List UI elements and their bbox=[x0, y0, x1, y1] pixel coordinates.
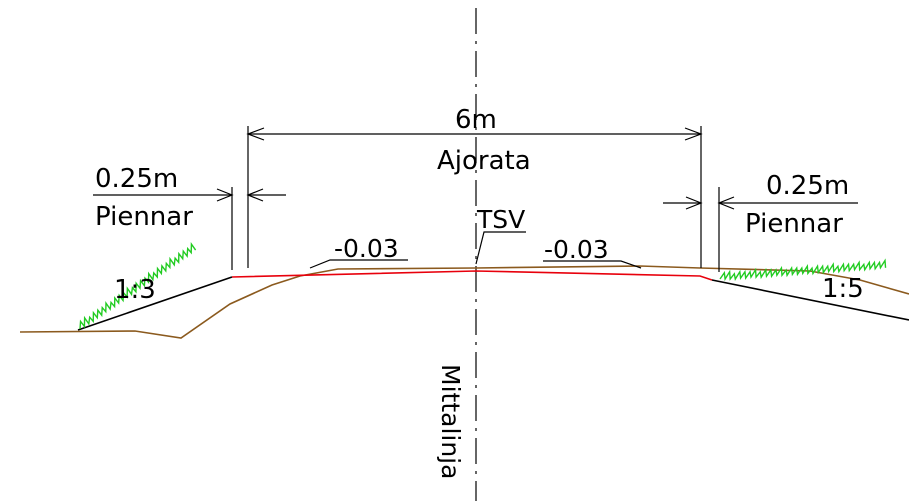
road-width-label: 6m bbox=[455, 105, 497, 135]
design-point-label: TSV bbox=[476, 205, 525, 234]
right-shoulder-arrow-b bbox=[717, 196, 735, 210]
road-width-arrow-right bbox=[684, 127, 703, 141]
left-slope-grade-leader bbox=[309, 259, 408, 269]
centerline-caption: Mittalinja bbox=[436, 364, 465, 479]
left-embankment-slope bbox=[77, 276, 233, 331]
left-grass-hatch bbox=[79, 241, 197, 330]
right-embankment-ratio-label: 1:5 bbox=[822, 274, 864, 304]
left-shoulder-arrow-b bbox=[246, 188, 264, 202]
left-shoulder-caption: Piennar bbox=[95, 202, 193, 232]
left-shoulder-width-label: 0.25m bbox=[95, 164, 178, 194]
right-embankment-slope bbox=[711, 279, 909, 321]
right-shoulder-width-label: 0.25m bbox=[766, 171, 849, 201]
road-width-arrow-left bbox=[246, 127, 265, 141]
right-shoulder-caption: Piennar bbox=[745, 209, 843, 239]
right-slope-grade-leader bbox=[543, 260, 642, 269]
tsv-leader bbox=[475, 231, 526, 265]
left-embankment-ratio-label: 1:3 bbox=[114, 275, 156, 305]
right-grass-hatch bbox=[719, 258, 887, 282]
right-slope-grade-label: -0.03 bbox=[544, 235, 609, 264]
right-shoulder-arrow-a bbox=[685, 196, 703, 210]
left-shoulder-arrow-a bbox=[216, 188, 234, 202]
design-surface-line bbox=[231, 270, 713, 281]
road-width-caption: Ajorata bbox=[437, 146, 531, 176]
left-slope-grade-label: -0.03 bbox=[334, 234, 399, 263]
